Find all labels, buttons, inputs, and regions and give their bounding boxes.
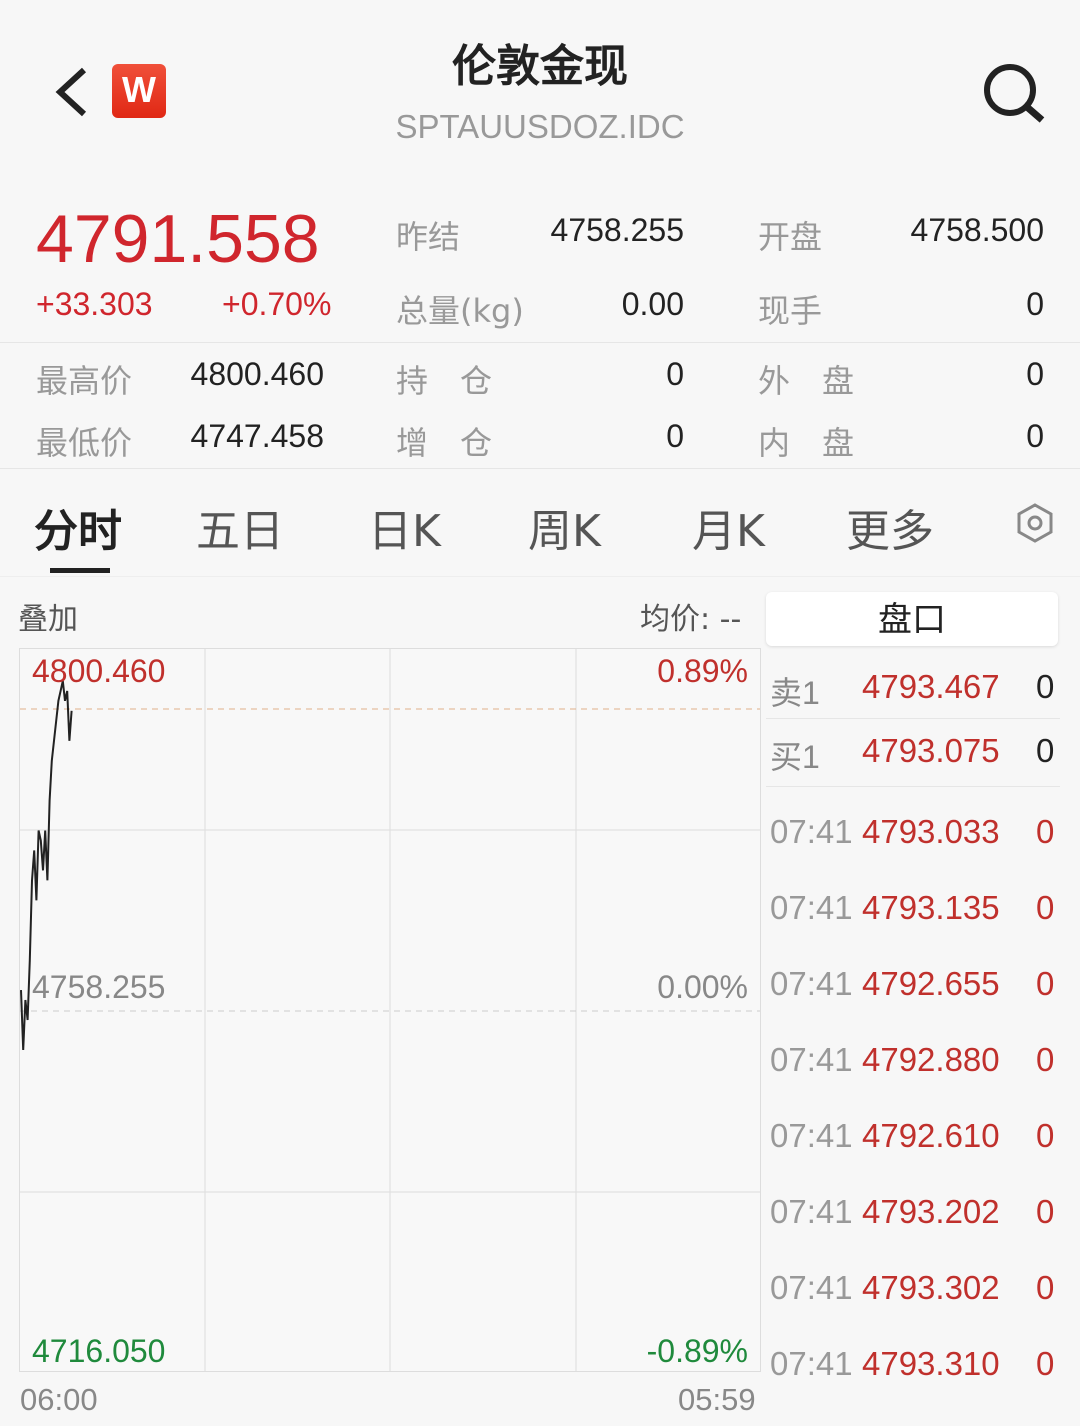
field-value: 4758.255 [550, 212, 684, 248]
field-value: 0 [666, 356, 684, 392]
ask-price: 4793.467 [862, 668, 1000, 705]
trade-price: 4792.655 [862, 965, 1000, 1002]
divider [766, 786, 1060, 787]
tab-more[interactable]: 更多 [846, 506, 934, 557]
field-label: 最高价 [36, 362, 133, 400]
field-value: 0 [1026, 286, 1044, 322]
symbol-code: SPTAUUSDOZ.IDC [395, 108, 685, 145]
trade-time: 07:41 [770, 1041, 853, 1078]
field-value: 4758.500 [910, 212, 1044, 248]
ask-volume: 0 [1036, 668, 1055, 705]
trade-price: 4793.135 [862, 889, 1000, 926]
bid-price: 4793.075 [862, 732, 1000, 769]
divider [0, 576, 1080, 577]
price-change-pct: +0.70% [222, 286, 332, 322]
x-end-label: 05:59 [678, 1382, 756, 1417]
trade-volume: 0 [1036, 889, 1055, 926]
trade-volume: 0 [1036, 1193, 1055, 1230]
trade-price: 4792.610 [862, 1117, 1000, 1154]
last-price: 4791.558 [36, 201, 320, 277]
trade-volume: 0 [1036, 965, 1055, 1002]
active-tab-indicator [50, 568, 110, 573]
x-start-label: 06:00 [20, 1382, 98, 1417]
tab-daily-k[interactable]: 日K [368, 506, 441, 557]
trade-time: 07:41 [770, 813, 853, 850]
field-value: 0 [1026, 418, 1044, 454]
price-change: +33.303 [36, 286, 153, 322]
field-label: 开盘 [758, 218, 823, 256]
tab-weekly-k[interactable]: 周K [528, 506, 601, 557]
price-line-chart [20, 649, 760, 1371]
intraday-chart: 4800.460 0.89% 4758.255 0.00% 4716.050 -… [19, 648, 761, 1372]
field-value: 0 [666, 418, 684, 454]
pct-bottom-label: -0.89% [646, 1333, 748, 1369]
orderbook-tab[interactable]: 盘口 [766, 592, 1058, 646]
field-label: 内 盘 [758, 424, 855, 462]
bid-volume: 0 [1036, 732, 1055, 769]
tab-monthly-k[interactable]: 月K [692, 506, 765, 557]
divider [0, 342, 1080, 343]
trade-price: 4793.033 [862, 813, 1000, 850]
trade-price: 4793.202 [862, 1193, 1000, 1230]
field-label: 现手 [758, 292, 823, 330]
field-label: 增 仓 [396, 424, 493, 462]
y-top-label: 4800.460 [32, 653, 166, 689]
trade-price: 4793.302 [862, 1269, 1000, 1306]
field-value: 4747.458 [190, 418, 324, 454]
trade-price: 4793.310 [862, 1345, 1000, 1382]
field-value: 4800.460 [190, 356, 324, 392]
tab-intraday[interactable]: 分时 [34, 506, 122, 557]
ask-label: 卖1 [770, 675, 820, 711]
field-label: 总量(kg) [396, 292, 524, 330]
tab-five-day[interactable]: 五日 [196, 506, 284, 557]
field-label: 最低价 [36, 424, 133, 462]
field-label: 昨结 [396, 218, 461, 256]
trade-time: 07:41 [770, 1117, 853, 1154]
avg-price-label: 均价: -- [640, 602, 742, 637]
field-value: 0 [1026, 356, 1044, 392]
trade-price: 4792.880 [862, 1041, 1000, 1078]
pct-top-label: 0.89% [657, 653, 748, 689]
trade-volume: 0 [1036, 1041, 1055, 1078]
trade-volume: 0 [1036, 1117, 1055, 1154]
divider [0, 468, 1080, 469]
back-icon[interactable] [50, 62, 110, 122]
search-icon[interactable] [980, 60, 1048, 128]
trade-time: 07:41 [770, 965, 853, 1002]
y-bottom-label: 4716.050 [32, 1333, 166, 1369]
trade-time: 07:41 [770, 1193, 853, 1230]
pct-mid-label: 0.00% [657, 969, 748, 1005]
page-title: 伦敦金现 [452, 41, 628, 92]
app-logo: W [112, 64, 166, 118]
trade-time: 07:41 [770, 889, 853, 926]
trade-volume: 0 [1036, 1269, 1055, 1306]
trade-volume: 0 [1036, 813, 1055, 850]
field-label: 外 盘 [758, 362, 855, 400]
trade-volume: 0 [1036, 1345, 1055, 1382]
divider [766, 718, 1060, 719]
trade-time: 07:41 [770, 1269, 853, 1306]
field-label: 持 仓 [396, 362, 493, 400]
trade-time: 07:41 [770, 1345, 853, 1382]
settings-icon[interactable] [1014, 502, 1056, 544]
field-value: 0.00 [621, 286, 684, 322]
bid-label: 买1 [770, 739, 820, 775]
y-mid-label: 4758.255 [32, 969, 166, 1005]
overlay-button[interactable]: 叠加 [18, 602, 78, 637]
price-series-line [20, 680, 73, 1050]
